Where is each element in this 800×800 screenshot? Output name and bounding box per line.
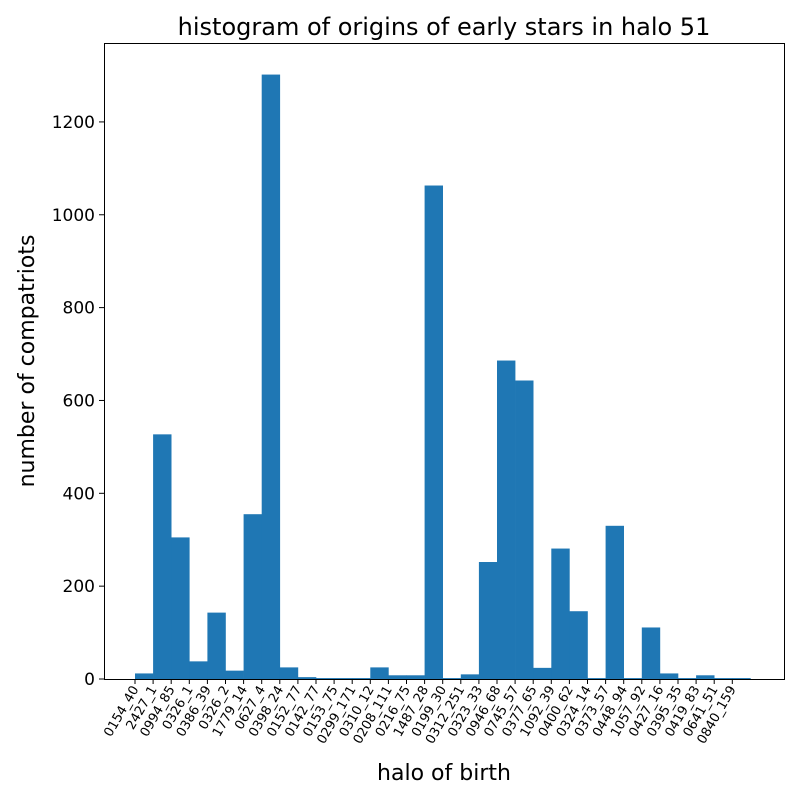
y-tick-label: 1200 xyxy=(52,113,95,133)
histogram-bar xyxy=(623,678,643,679)
histogram-bar xyxy=(659,673,679,679)
histogram-bar xyxy=(732,678,751,679)
histogram-bar xyxy=(497,360,516,679)
histogram-bar xyxy=(696,675,715,679)
y-tick-label: 400 xyxy=(63,484,95,504)
histogram-bar xyxy=(515,380,534,679)
histogram-bar xyxy=(442,678,462,679)
y-tick-label: 0 xyxy=(84,670,95,690)
plot-frame xyxy=(104,43,785,680)
histogram-bar xyxy=(370,667,389,679)
histogram-bar xyxy=(207,612,226,679)
histogram-bar xyxy=(352,678,371,679)
histogram-bar xyxy=(225,670,244,679)
x-axis: 0154_402427_10994_850326_10386_390326_21… xyxy=(101,679,740,747)
histogram-bar xyxy=(189,661,208,679)
histogram-bar xyxy=(171,537,190,679)
histogram-bar xyxy=(406,675,425,679)
histogram-bar xyxy=(478,562,498,679)
chart-title: histogram of origins of early stars in h… xyxy=(178,13,711,41)
y-tick-label: 200 xyxy=(63,577,95,597)
histogram-bar xyxy=(641,627,661,679)
bars-layer xyxy=(135,74,751,679)
histogram-bar xyxy=(153,434,172,679)
histogram-bar xyxy=(714,678,733,679)
histogram-bar xyxy=(297,677,317,679)
histogram-bar xyxy=(135,673,154,679)
histogram-bar xyxy=(569,611,588,679)
histogram-bar xyxy=(551,548,570,679)
y-tick-label: 800 xyxy=(63,299,95,319)
histogram-bar xyxy=(424,185,443,679)
histogram-bar xyxy=(533,667,552,679)
y-tick-label: 1000 xyxy=(52,206,95,226)
y-axis-label: number of compatriots xyxy=(15,235,40,488)
histogram-bar xyxy=(334,678,353,679)
histogram-bar xyxy=(316,678,335,679)
histogram-bar xyxy=(605,525,624,679)
histogram-bar xyxy=(279,667,299,679)
histogram-bar xyxy=(243,514,262,679)
histogram-bar xyxy=(587,678,606,679)
y-axis: 0 200 400 600 800 1000 1200 xyxy=(52,113,104,690)
histogram-bar xyxy=(460,674,480,679)
histogram-bar xyxy=(261,74,281,679)
y-tick-label: 600 xyxy=(63,391,95,411)
histogram-bar xyxy=(678,678,697,679)
histogram-bar xyxy=(388,675,407,679)
x-axis-label: halo of birth xyxy=(377,761,511,786)
